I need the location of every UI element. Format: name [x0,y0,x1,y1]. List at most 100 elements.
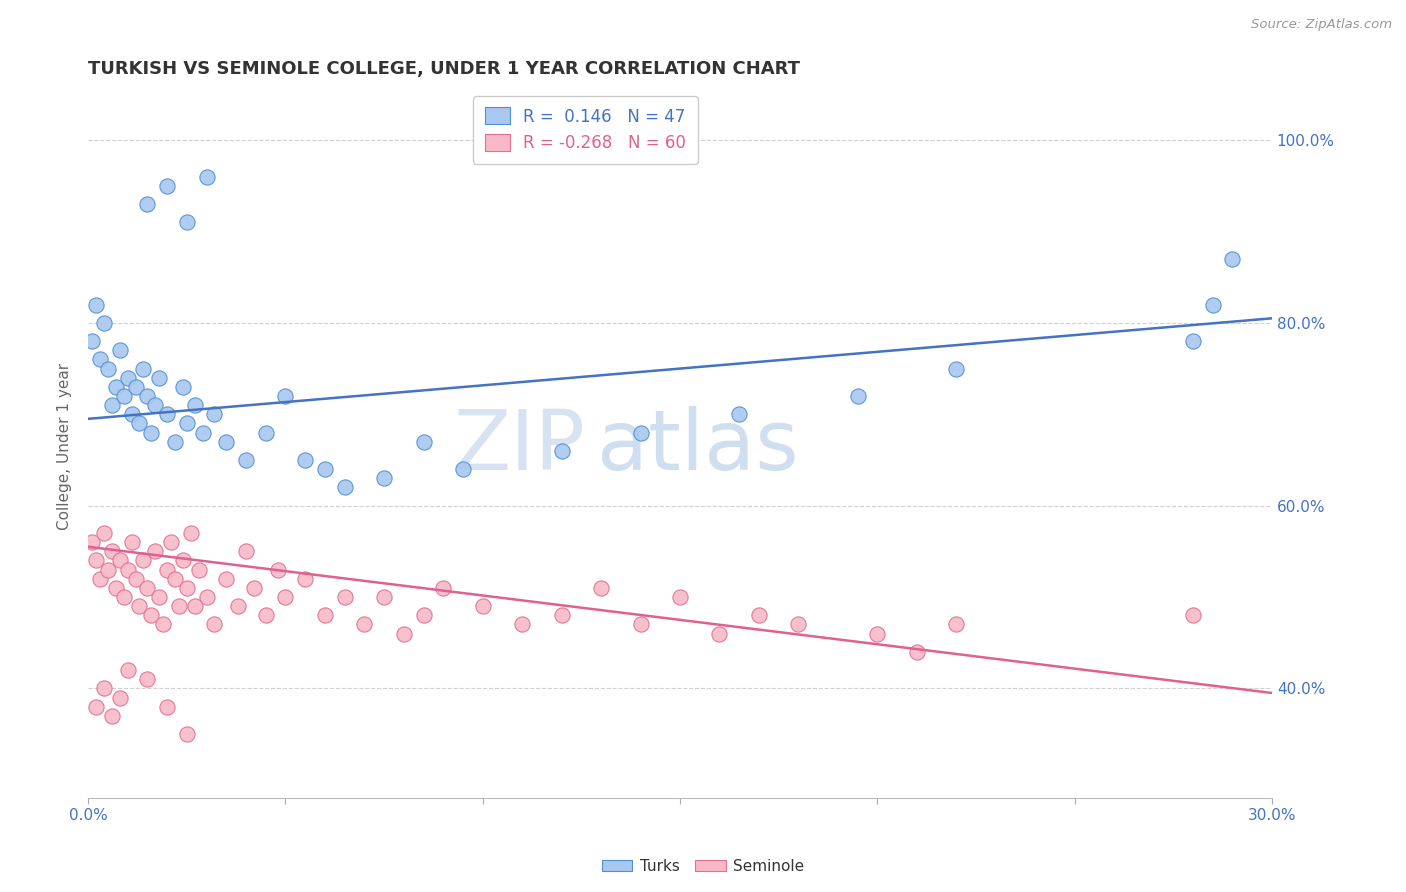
Point [163,434,186,449]
Point [89,352,111,367]
Point [294,572,316,586]
Point [1222,252,1244,266]
Point [136,389,159,403]
Point [728,407,751,421]
Point [905,645,928,659]
Point [156,407,179,421]
Point [82,334,104,348]
Point [215,434,238,449]
Point [945,361,967,376]
Point [451,462,474,476]
Text: atlas: atlas [598,406,799,487]
Point [1202,297,1225,311]
Point [274,389,297,403]
Point [136,581,159,595]
Point [226,599,249,614]
Point [550,443,572,458]
Point [412,608,434,623]
Point [176,215,198,229]
Point [187,563,209,577]
Point [471,599,494,614]
Point [294,453,316,467]
Y-axis label: College, Under 1 year: College, Under 1 year [58,363,72,530]
Point [945,617,967,632]
Point [132,361,155,376]
Point [183,599,205,614]
Point [148,590,170,604]
Point [176,581,198,595]
Point [1181,608,1204,623]
Point [591,581,613,595]
Point [1181,334,1204,348]
Point [314,462,336,476]
Point [143,544,166,558]
Legend: R =  0.146   N = 47, R = -0.268   N = 60: R = 0.146 N = 47, R = -0.268 N = 60 [472,95,697,164]
Point [183,398,205,412]
Point [97,361,120,376]
Point [93,316,115,330]
Point [101,544,124,558]
Point [172,380,194,394]
Point [141,608,163,623]
Point [121,535,143,549]
Point [156,563,179,577]
Point [160,535,183,549]
Point [866,626,889,640]
Point [353,617,375,632]
Point [373,471,395,485]
Point [204,617,226,632]
Point [156,178,179,193]
Text: TURKISH VS SEMINOLE COLLEGE, UNDER 1 YEAR CORRELATION CHART: TURKISH VS SEMINOLE COLLEGE, UNDER 1 YEA… [89,60,800,78]
Point [141,425,163,440]
Point [748,608,770,623]
Point [112,389,135,403]
Point [254,608,277,623]
Point [167,599,190,614]
Point [176,727,198,741]
Point [333,590,356,604]
Point [373,590,395,604]
Point [709,626,731,640]
Point [136,673,159,687]
Point [143,398,166,412]
Point [235,544,257,558]
Point [392,626,415,640]
Point [136,197,159,211]
Point [550,608,572,623]
Point [191,425,214,440]
Point [128,417,150,431]
Point [89,572,111,586]
Point [104,380,127,394]
Point [97,563,120,577]
Point [669,590,692,604]
Point [128,599,150,614]
Point [124,380,146,394]
Text: ZIP: ZIP [454,406,585,487]
Point [132,553,155,567]
Point [108,553,131,567]
Point [274,590,297,604]
Point [510,617,533,632]
Point [630,425,652,440]
Text: Source: ZipAtlas.com: Source: ZipAtlas.com [1251,18,1392,31]
Point [84,553,107,567]
Point [204,407,226,421]
Point [84,699,107,714]
Point [84,297,107,311]
Point [108,690,131,705]
Point [148,370,170,384]
Point [333,480,356,494]
Point [195,590,218,604]
Point [846,389,869,403]
Point [176,417,198,431]
Point [266,563,288,577]
Point [101,398,124,412]
Point [117,663,139,677]
Point [93,526,115,541]
Point [93,681,115,696]
Point [630,617,652,632]
Point [195,169,218,184]
Point [156,699,179,714]
Point [314,608,336,623]
Point [124,572,146,586]
